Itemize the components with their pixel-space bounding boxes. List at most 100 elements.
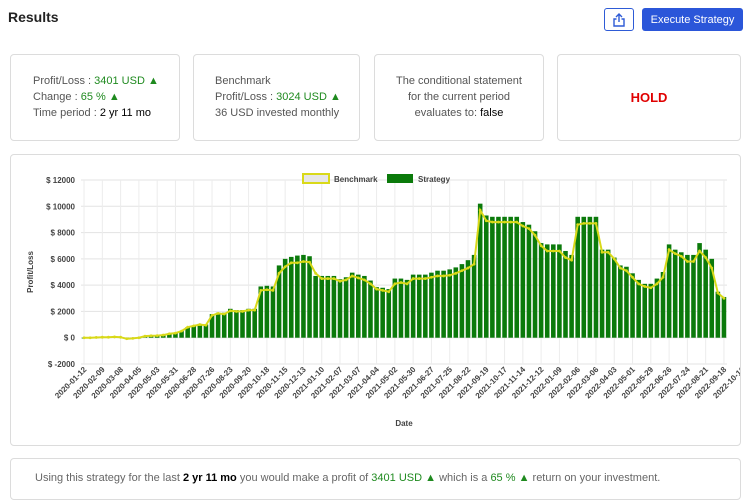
benchmark-point — [314, 271, 318, 275]
benchmark-point — [564, 256, 567, 259]
conditional-line-2: for the current period — [407, 91, 511, 103]
strategy-bar — [331, 275, 337, 338]
benchmark-point — [186, 325, 190, 329]
strategy-bar — [435, 270, 440, 338]
summary-part-1: Using this strategy for the last — [35, 472, 183, 484]
benchmark-point — [685, 260, 689, 263]
benchmark-point — [198, 323, 202, 326]
strategy-bar — [679, 252, 684, 338]
benchmark-point — [344, 278, 348, 282]
strategy-bar — [313, 275, 318, 338]
benchmark-point — [618, 266, 622, 270]
benchmark-point — [600, 250, 604, 254]
benchmark-point — [551, 249, 555, 253]
strategy-bar — [410, 274, 416, 338]
strategy-bar — [477, 203, 483, 338]
y-tick-label: $ 8000 — [51, 229, 76, 238]
benchmark-point — [356, 276, 360, 280]
benchmark-point — [625, 269, 628, 273]
strategy-bar — [587, 216, 593, 338]
legend-benchmark-label: Benchmark — [334, 175, 378, 184]
strategy-bar — [593, 216, 599, 338]
strategy-summary-card: Profit/Loss : 3401 USD ▲ Change : 65 % ▲… — [10, 54, 180, 141]
strategy-bar — [276, 265, 282, 338]
benchmark-point — [460, 269, 464, 273]
benchmark-point — [180, 329, 183, 333]
benchmark-point — [216, 312, 220, 315]
benchmark-point — [521, 224, 525, 228]
execute-strategy-button[interactable]: Execute Strategy — [642, 8, 743, 31]
x-axis-label: Date — [395, 419, 413, 428]
profit-loss-label: Profit/Loss : — [33, 75, 95, 87]
benchmark-point — [155, 334, 159, 338]
benchmark-point — [661, 275, 665, 279]
strategy-bar — [453, 267, 459, 338]
strategy-bar — [234, 310, 239, 338]
strategy-bar — [709, 258, 715, 338]
strategy-bar — [270, 286, 276, 338]
y-axis-label: Profit/Loss — [26, 251, 35, 293]
strategy-bar — [520, 222, 526, 338]
share-icon — [613, 12, 625, 27]
change-value: 65 % — [80, 91, 106, 103]
strategy-bar — [325, 275, 331, 338]
benchmark-point — [149, 334, 153, 338]
benchmark-point — [375, 287, 378, 291]
benchmark-point — [558, 249, 561, 253]
benchmark-title: Benchmark — [215, 75, 271, 87]
benchmark-point — [308, 260, 311, 264]
strategy-bar — [374, 287, 379, 338]
benchmark-point — [143, 334, 147, 338]
strategy-bar — [544, 244, 550, 338]
benchmark-point — [527, 227, 531, 231]
share-button[interactable] — [604, 8, 634, 31]
y-tick-label: $ 2000 — [51, 307, 76, 316]
benchmark-point — [679, 254, 683, 258]
benchmark-point — [698, 249, 701, 253]
triangle-up-icon: ▲ — [425, 472, 437, 484]
y-tick-label: $ 10000 — [46, 202, 75, 211]
summary-change: 65 % — [490, 472, 516, 484]
triangle-up-icon: ▲ — [108, 91, 120, 103]
benchmark-point — [545, 249, 549, 253]
strategy-bar — [301, 254, 306, 338]
strategy-bar — [654, 278, 660, 338]
strategy-bar — [538, 243, 544, 338]
benchmark-invest-text: 36 USD invested monthly — [215, 107, 340, 119]
benchmark-point — [271, 289, 275, 292]
benchmark-point — [503, 220, 506, 224]
benchmark-point — [515, 220, 519, 224]
benchmark-point — [509, 220, 513, 224]
benchmark-point — [692, 260, 695, 263]
benchmark-point — [113, 335, 116, 339]
benchmark-point — [594, 221, 598, 225]
conditional-line-1: The conditional statement — [396, 75, 522, 87]
benchmark-point — [362, 278, 366, 282]
benchmark-point — [119, 335, 123, 339]
strategy-bar — [288, 256, 294, 338]
strategy-bar — [343, 277, 349, 338]
legend-strategy-swatch — [387, 174, 413, 183]
benchmark-pl-label: Profit/Loss : — [215, 91, 277, 103]
triangle-up-icon: ▲ — [147, 75, 159, 87]
profit-loss-chart: $ -2000 $ 0 $ 2000 $ 4000 $ 6000 $ 8000 $ 1000… — [26, 173, 740, 428]
strategy-bar — [423, 274, 428, 338]
benchmark-point — [381, 289, 385, 292]
strategy-bar — [228, 308, 233, 338]
profit-loss-value: 3401 USD — [94, 75, 145, 87]
strategy-bar — [569, 254, 574, 338]
triangle-up-icon: ▲ — [518, 472, 530, 484]
benchmark-point — [570, 258, 573, 262]
strategy-bar — [337, 279, 343, 338]
strategy-bar — [429, 272, 434, 338]
strategy-bar — [471, 254, 477, 338]
summary-part-4: return on your investment. — [529, 472, 661, 484]
strategy-bar — [660, 272, 666, 338]
benchmark-point — [405, 282, 409, 286]
benchmark-point — [710, 266, 714, 270]
benchmark-point — [649, 286, 653, 290]
strategy-bar — [526, 224, 532, 338]
signal-card: HOLD — [557, 54, 741, 141]
strategy-bar — [441, 270, 446, 338]
strategy-bar — [264, 285, 270, 338]
